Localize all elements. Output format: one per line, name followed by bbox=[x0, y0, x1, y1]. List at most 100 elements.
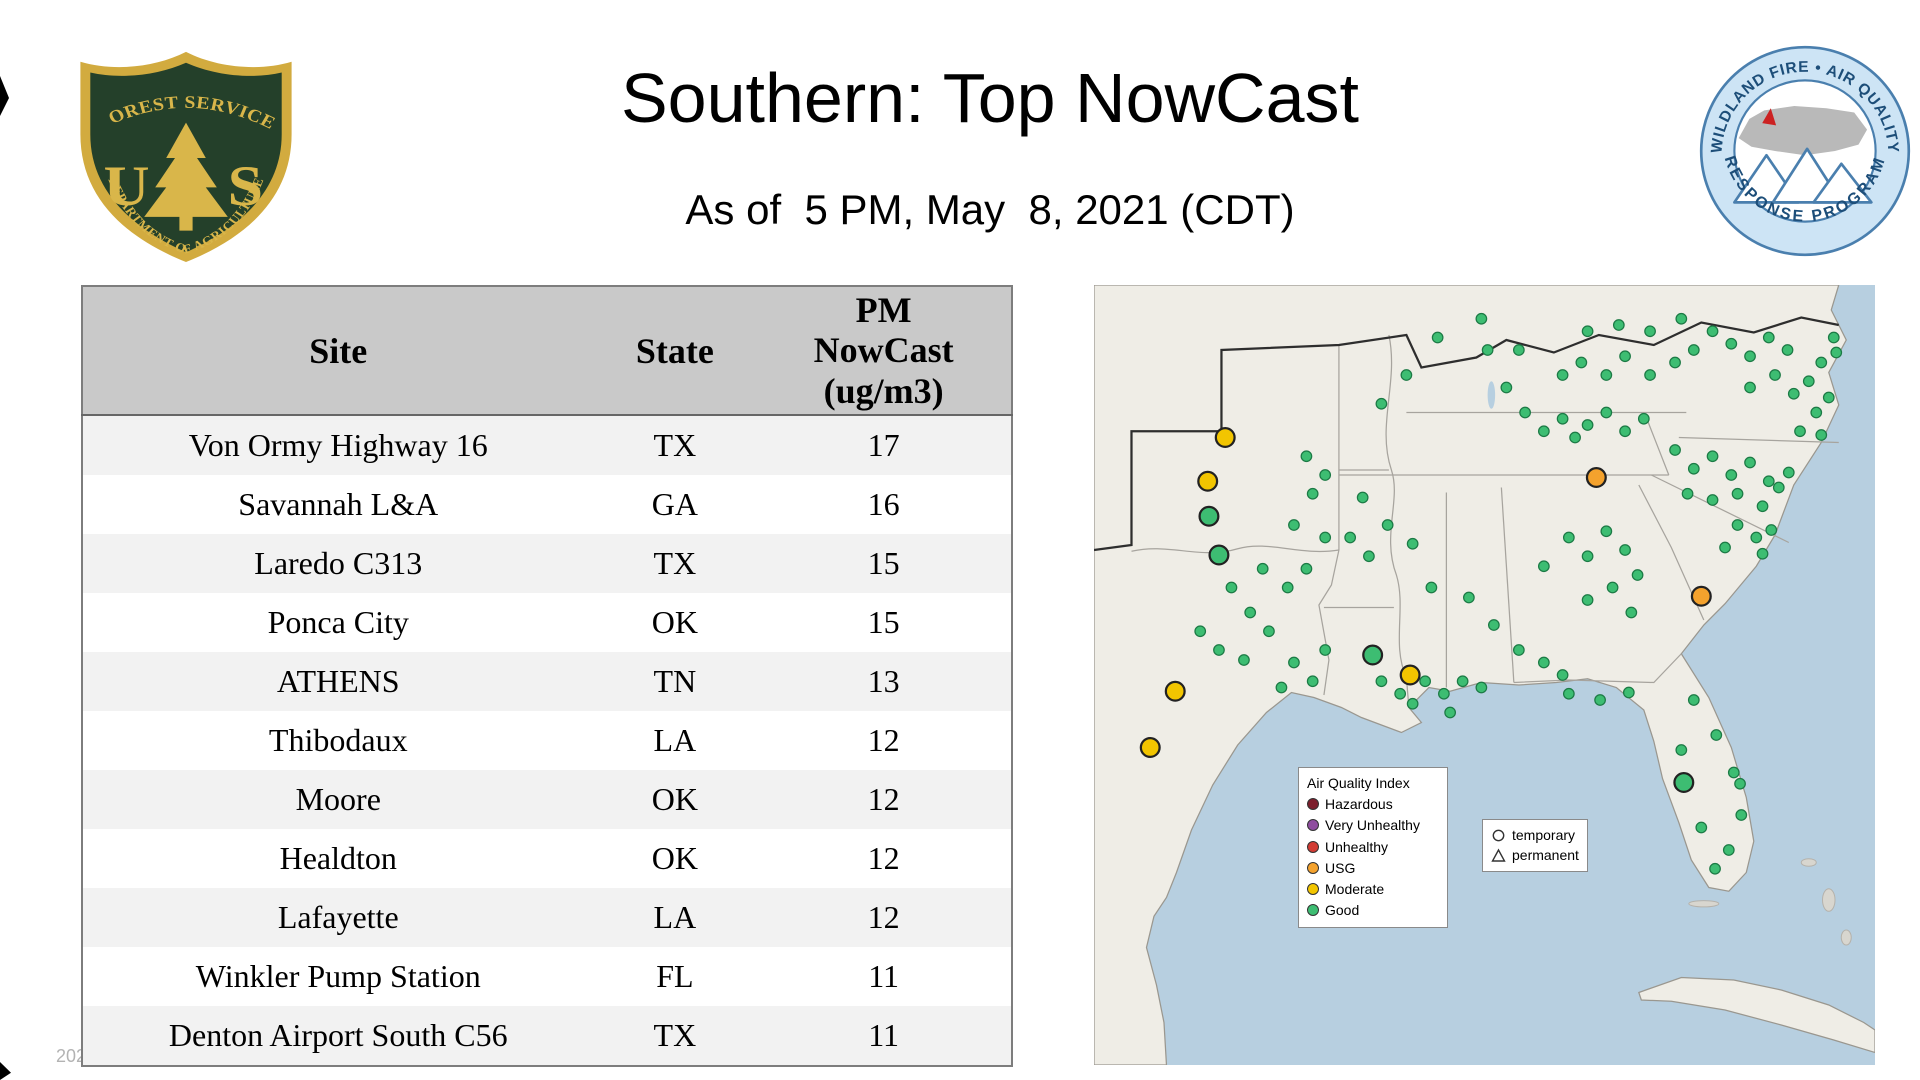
monitor-dot-good bbox=[1794, 425, 1806, 438]
site-cell: Lafayette bbox=[277, 899, 399, 935]
monitor-dot-good bbox=[1815, 429, 1828, 441]
legend-label: Moderate bbox=[1325, 880, 1385, 897]
monitor-dot-good bbox=[1562, 687, 1575, 700]
monitor-dot-good bbox=[1306, 487, 1319, 500]
monitor-dot-good bbox=[1769, 369, 1781, 381]
monitor-dot-good bbox=[1581, 550, 1594, 563]
monitor-dot-good bbox=[1425, 581, 1438, 594]
monitor-dot-good bbox=[1625, 606, 1638, 619]
monitor-dot-good bbox=[1575, 356, 1588, 369]
monitor-dot-good bbox=[1225, 581, 1238, 594]
monitor-dot-moderate bbox=[1197, 470, 1219, 492]
monitor-dot-good bbox=[1344, 531, 1357, 544]
monitor-dot-good bbox=[1406, 537, 1419, 550]
value-cell: 12 bbox=[867, 899, 900, 935]
monitor-dot-good bbox=[1319, 644, 1332, 656]
temporary-label: temporary bbox=[1512, 827, 1576, 843]
monitor-dot-good bbox=[1725, 469, 1738, 481]
monitor-dot-good bbox=[1594, 694, 1606, 706]
monitor-dot-good bbox=[1600, 369, 1613, 381]
site-cell: Von Ormy Highway 16 bbox=[188, 427, 488, 463]
monitor-dot-good bbox=[1375, 397, 1388, 410]
state-cell: OK bbox=[651, 604, 698, 640]
monitor-dot-good-top bbox=[1208, 544, 1230, 566]
monitor-dot-good bbox=[1810, 406, 1823, 419]
state-cell: TN bbox=[653, 663, 697, 699]
table-row: Healdton OK 12 bbox=[82, 829, 1012, 888]
table-body: Von Ormy Highway 16 TX 17 Savannah L&A GA 16 L… bbox=[82, 415, 1012, 1066]
site-cell: Savannah L&A bbox=[238, 486, 439, 522]
monitor-dot-good bbox=[1556, 412, 1569, 425]
site-cell: Laredo C313 bbox=[254, 545, 423, 581]
permanent-site-icon bbox=[1491, 848, 1506, 862]
monitor-dot-good bbox=[1394, 687, 1407, 700]
page-title: Southern: Top NowCast bbox=[620, 59, 1359, 137]
monitor-dot-good bbox=[1830, 346, 1843, 359]
monitor-dot-good bbox=[1725, 337, 1738, 350]
legend-label: USG bbox=[1325, 859, 1356, 876]
site-cell: Ponca City bbox=[267, 604, 409, 640]
edge-artifact bbox=[0, 1062, 11, 1080]
legend-label: Very Unhealthy bbox=[1325, 817, 1420, 834]
aqi-legend: Air Quality Index Hazardous Very Unhealth… bbox=[1298, 767, 1448, 929]
monitor-dot-good bbox=[1675, 744, 1688, 756]
legend-item-moderate: Moderate bbox=[1307, 880, 1439, 898]
monitor-dot-good bbox=[1263, 625, 1275, 638]
monitor-dot-good bbox=[1581, 594, 1594, 606]
state-cell: LA bbox=[653, 722, 697, 758]
monitor-dot-moderate bbox=[1399, 664, 1421, 686]
monitor-dot-good bbox=[1681, 487, 1694, 500]
usfs-monogram-s: S bbox=[228, 155, 263, 218]
state-cell: FL bbox=[656, 958, 694, 994]
monitor-dot-good bbox=[1556, 669, 1569, 681]
monitor-dot-good-top bbox=[1673, 772, 1695, 793]
value-cell: 12 bbox=[867, 840, 900, 876]
table-row: Lafayette LA 12 bbox=[82, 888, 1012, 947]
monitor-dot-good bbox=[1475, 681, 1488, 694]
legend-item-very_unhealthy: Very Unhealthy bbox=[1307, 816, 1439, 834]
monitor-dot-moderate bbox=[1214, 427, 1236, 448]
monitor-dot-good bbox=[1356, 491, 1369, 504]
monitor-dot-good bbox=[1463, 591, 1475, 604]
monitor-dot-good bbox=[1288, 656, 1300, 669]
monitor-dot-good bbox=[1802, 375, 1815, 388]
monitor-dot-good bbox=[1731, 519, 1744, 531]
site-cell: Healdton bbox=[279, 840, 397, 876]
monitor-dot-good bbox=[1756, 500, 1769, 513]
col-header-pm-nowcast: PM NowCast (ug/m3) bbox=[756, 286, 1012, 416]
monitor-dot-good bbox=[1600, 406, 1613, 419]
nowcast-table: Site State PM NowCast (ug/m3) Von Ormy H… bbox=[81, 285, 1013, 1067]
monitor-dot-good bbox=[1306, 675, 1319, 688]
monitor-dot-good bbox=[1706, 450, 1719, 463]
aqi-legend-items: Hazardous Very Unhealthy Unhealthy USG Moder… bbox=[1307, 795, 1439, 919]
legend-label: Hazardous bbox=[1325, 796, 1393, 813]
legend-item-usg: USG bbox=[1307, 859, 1439, 877]
value-cell: 11 bbox=[868, 1017, 900, 1053]
monitor-dot-good bbox=[1762, 331, 1775, 344]
monitor-dot-good bbox=[1500, 381, 1513, 394]
monitor-map: Air Quality Index Hazardous Very Unhealth… bbox=[1094, 285, 1875, 1065]
usfs-logo: FOREST SERVICE U S DEPARTMENT OF AGRICUL… bbox=[70, 33, 296, 264]
monitor-dot-good bbox=[1637, 412, 1650, 425]
monitor-dot-good bbox=[1300, 562, 1313, 575]
monitor-dot-good bbox=[1562, 531, 1575, 544]
monitor-dot-good bbox=[1815, 356, 1828, 369]
state-borders bbox=[1131, 334, 1839, 708]
legend-label: Good bbox=[1325, 902, 1360, 919]
very_unhealthy-dot-icon bbox=[1307, 819, 1319, 832]
col-header-site: Site bbox=[82, 286, 594, 416]
monitor-dot-good bbox=[1619, 425, 1631, 438]
monitor-dot-good bbox=[1438, 687, 1450, 700]
hazardous-dot-icon bbox=[1307, 798, 1319, 811]
lake bbox=[1487, 381, 1496, 409]
table-row: Thibodaux LA 12 bbox=[82, 711, 1012, 770]
monitor-dot-good bbox=[1644, 369, 1656, 381]
monitor-dot-good bbox=[1606, 581, 1619, 594]
monitor-dot-good bbox=[1481, 344, 1494, 356]
monitor-dot-good bbox=[1744, 381, 1756, 394]
monitor-dot-good bbox=[1475, 312, 1488, 325]
monitor-dot-usg bbox=[1585, 467, 1607, 488]
aqi-legend-title: Air Quality Index bbox=[1307, 775, 1410, 791]
legend-item-good: Good bbox=[1307, 901, 1439, 919]
monitor-dot-good bbox=[1244, 606, 1257, 619]
